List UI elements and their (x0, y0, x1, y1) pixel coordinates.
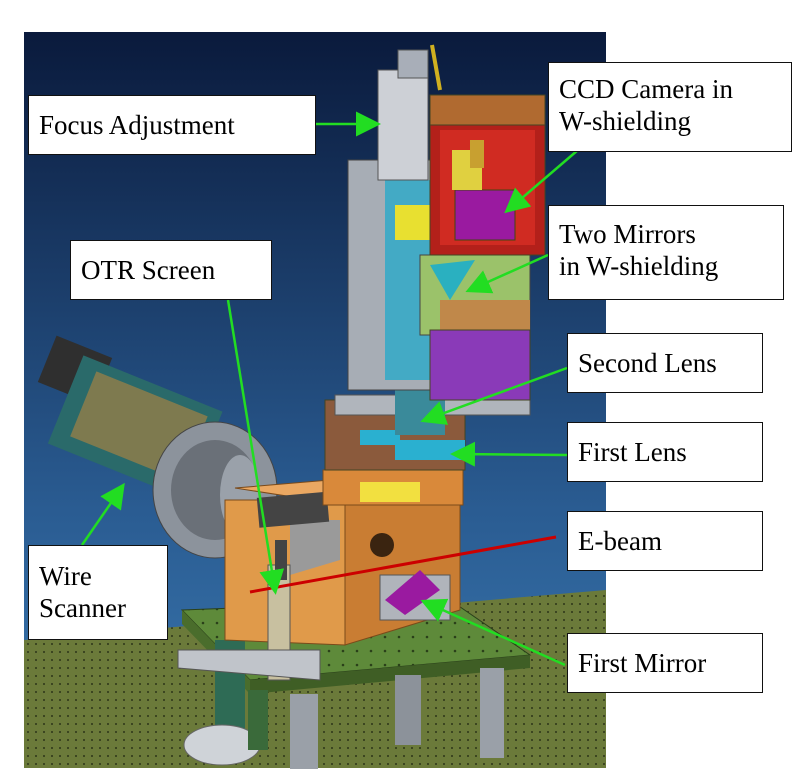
label-focus-adjustment: Focus Adjustment (28, 95, 316, 155)
arrow-ccd-camera (504, 149, 579, 214)
arrow-otr-screen (226, 299, 285, 595)
pointer-arrows (80, 111, 579, 667)
label-first-mirror: First Mirror (567, 633, 763, 693)
ccd-camera-housing (429, 94, 546, 256)
label-e-beam: E-beam (567, 511, 763, 571)
first-mirror-shape (379, 570, 451, 621)
label-ccd-camera: CCD Camera in W-shielding (548, 62, 792, 152)
upper-housing (347, 44, 531, 401)
arrow-wire-scanner (80, 482, 125, 546)
electron-beam-line (249, 535, 557, 594)
label-first-lens: First Lens (567, 422, 763, 482)
label-second-lens: Second Lens (567, 333, 763, 393)
label-two-mirrors: Two Mirrors in W-shielding (548, 205, 784, 300)
arrow-first-mirror (420, 598, 566, 667)
arrow-second-lens (420, 366, 568, 425)
wire-scanner-assembly (37, 335, 278, 559)
arrow-first-lens (450, 441, 568, 467)
label-wire-scanner: Wire Scanner (28, 545, 168, 640)
label-otr-screen: OTR Screen (70, 240, 272, 300)
arrow-two-mirrors (465, 253, 549, 294)
